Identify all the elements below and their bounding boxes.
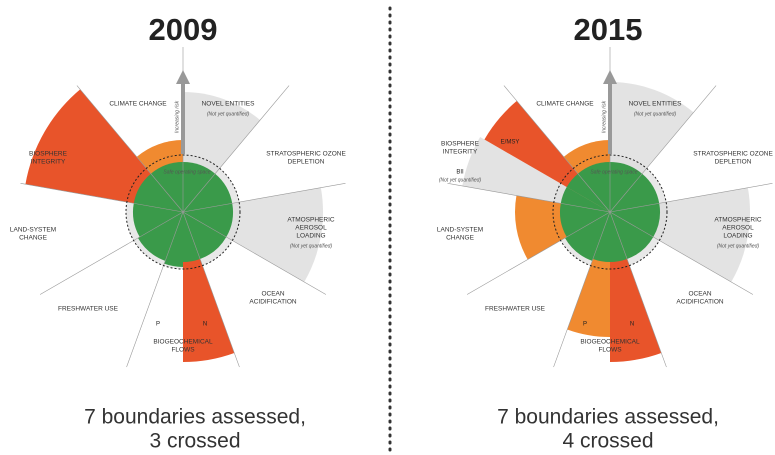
label: (Not yet quantified) <box>207 111 250 117</box>
safe-label: Safe operating space <box>163 169 210 175</box>
label: LOADING <box>296 233 325 240</box>
wedge <box>150 162 183 212</box>
risk-arrow-head <box>603 70 617 84</box>
spoke <box>609 211 667 368</box>
panel-2009: Increasing risk Safe operating space CLIMA… <box>10 47 346 368</box>
label: FLOWS <box>171 347 195 354</box>
label: ACIDIFICATION <box>249 299 296 306</box>
year: 2015 <box>574 12 643 47</box>
label: DEPLETION <box>288 159 325 166</box>
safe-boundary <box>552 154 668 270</box>
risk-label: Increasing risk <box>601 100 607 133</box>
wedge <box>610 162 643 212</box>
label: (Not yet quantified) <box>439 177 482 183</box>
caption: 4 crossed <box>562 430 653 453</box>
label: BIOSPHERE <box>441 141 480 148</box>
label: E/MSY <box>501 140 520 146</box>
label: N <box>203 322 207 328</box>
label: (Not yet quantified) <box>634 111 677 117</box>
risk-arrow-head <box>176 70 190 84</box>
spoke <box>466 211 611 295</box>
caption: 3 crossed <box>149 430 240 453</box>
wedge <box>566 212 610 259</box>
label: CLIMATE CHANGE <box>109 101 167 108</box>
label: BIOSPHERE <box>29 151 68 158</box>
wedge <box>183 173 233 212</box>
label: LAND-SYSTEM <box>10 227 56 234</box>
wedge <box>183 212 227 259</box>
caption: 7 boundaries assessed, <box>84 406 306 429</box>
label: FLOWS <box>598 347 622 354</box>
wedge <box>139 212 183 259</box>
label: CLIMATE CHANGE <box>536 101 594 108</box>
label: STRATOSPHERIC OZONE <box>266 151 346 158</box>
spoke <box>182 211 327 295</box>
label: P <box>583 322 587 328</box>
label: OCEAN <box>688 291 711 298</box>
spoke <box>447 183 611 213</box>
wedge <box>610 173 660 212</box>
spoke <box>609 211 754 295</box>
label: INTEGRITY <box>443 149 478 156</box>
label: INTEGRITY <box>31 159 66 166</box>
spoke <box>553 211 611 368</box>
spoke <box>503 85 611 213</box>
label: ATMOSPHERIC <box>287 217 334 224</box>
label: N <box>630 322 634 328</box>
wedge <box>133 203 183 237</box>
wedge <box>610 212 654 259</box>
label: FRESHWATER USE <box>58 306 119 313</box>
safe-label: Safe operating space <box>590 169 637 175</box>
safe-boundary <box>125 154 241 270</box>
spoke <box>76 85 184 213</box>
label: CHANGE <box>19 235 47 242</box>
label: OCEAN <box>261 291 284 298</box>
risk-label: Increasing risk <box>174 100 180 133</box>
label: FRESHWATER USE <box>485 306 546 313</box>
wedge <box>566 173 610 212</box>
spoke <box>609 85 717 213</box>
spoke <box>39 211 184 295</box>
label: CHANGE <box>446 235 474 242</box>
spoke <box>126 211 184 368</box>
label: DEPLETION <box>715 159 752 166</box>
caption: 7 boundaries assessed, <box>497 406 719 429</box>
label: (Not yet quantified) <box>290 243 333 249</box>
wedge <box>559 203 610 237</box>
year: 2009 <box>149 12 218 47</box>
label: BIOGEOCHEMICAL <box>153 339 213 346</box>
panel-2015: Increasing risk Safe operating space CLIMA… <box>437 47 773 368</box>
spoke <box>182 85 290 213</box>
label: NOVEL ENTITIES <box>629 101 683 108</box>
label: ATMOSPHERIC <box>714 217 761 224</box>
label: BIOGEOCHEMICAL <box>580 339 640 346</box>
label: LOADING <box>723 233 752 240</box>
spoke <box>182 183 346 213</box>
label: LAND-SYSTEM <box>437 227 483 234</box>
wedge <box>560 187 610 212</box>
label: STRATOSPHERIC OZONE <box>693 151 773 158</box>
spoke <box>609 183 773 213</box>
label: BII <box>456 170 464 176</box>
spoke <box>20 183 184 213</box>
label: NOVEL ENTITIES <box>202 101 256 108</box>
label: (Not yet quantified) <box>717 243 760 249</box>
spoke <box>182 211 240 368</box>
wedge <box>133 173 183 212</box>
wedge <box>183 203 233 237</box>
label: AEROSOL <box>722 225 754 232</box>
label: AEROSOL <box>295 225 327 232</box>
wedge <box>183 162 216 212</box>
label: P <box>156 322 160 328</box>
label: ACIDIFICATION <box>676 299 723 306</box>
wedge <box>610 203 660 237</box>
wedge <box>577 162 610 212</box>
